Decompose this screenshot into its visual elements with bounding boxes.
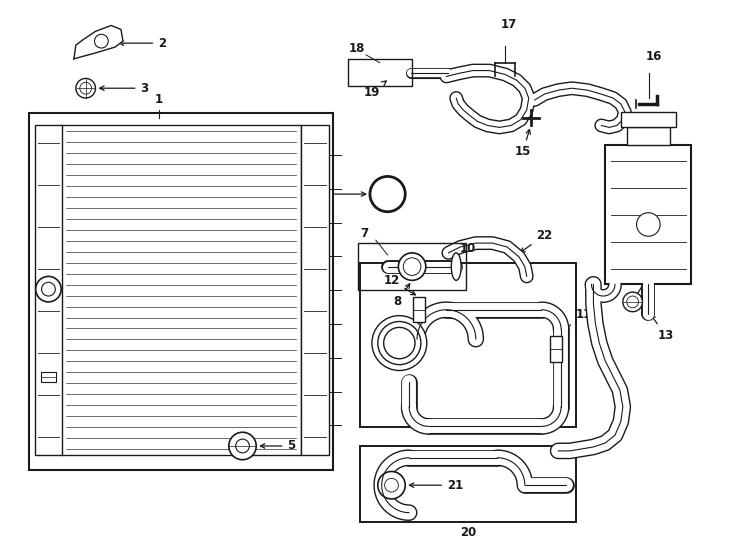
Circle shape xyxy=(36,276,61,302)
Bar xyxy=(349,59,412,86)
Text: 11: 11 xyxy=(559,308,592,334)
Polygon shape xyxy=(74,25,123,59)
Text: 19: 19 xyxy=(364,81,386,99)
Text: 20: 20 xyxy=(459,526,476,539)
Bar xyxy=(358,243,466,290)
Text: 2: 2 xyxy=(119,37,166,50)
Circle shape xyxy=(399,253,426,280)
Circle shape xyxy=(76,78,95,98)
Circle shape xyxy=(627,296,639,308)
Bar xyxy=(61,125,302,455)
Text: 17: 17 xyxy=(501,18,517,31)
Circle shape xyxy=(95,35,108,48)
Bar xyxy=(627,127,670,145)
Text: 1: 1 xyxy=(155,93,163,106)
Circle shape xyxy=(385,478,399,492)
Bar xyxy=(360,262,575,427)
Circle shape xyxy=(623,292,642,312)
Text: 9: 9 xyxy=(320,187,366,200)
Text: 16: 16 xyxy=(646,50,662,63)
Text: 15: 15 xyxy=(515,130,531,158)
Bar xyxy=(40,373,57,382)
Bar xyxy=(34,125,62,455)
Circle shape xyxy=(403,258,421,275)
Circle shape xyxy=(236,439,250,453)
Text: 10: 10 xyxy=(459,242,476,255)
Circle shape xyxy=(370,177,405,212)
Circle shape xyxy=(42,282,55,296)
Text: 21: 21 xyxy=(410,478,463,492)
Text: 4: 4 xyxy=(37,306,48,345)
Text: 18: 18 xyxy=(349,42,365,55)
Circle shape xyxy=(378,321,421,365)
Text: 8: 8 xyxy=(393,284,410,308)
Bar xyxy=(550,336,562,362)
Text: 3: 3 xyxy=(100,82,148,94)
Text: 6: 6 xyxy=(37,386,48,421)
Circle shape xyxy=(372,315,426,370)
Bar xyxy=(413,297,425,322)
Bar xyxy=(29,113,333,470)
Text: 14: 14 xyxy=(635,266,658,298)
Bar xyxy=(360,446,575,522)
Text: 7: 7 xyxy=(360,227,368,240)
Bar xyxy=(621,112,676,127)
Circle shape xyxy=(636,213,660,236)
Circle shape xyxy=(384,327,415,359)
Text: 12: 12 xyxy=(383,274,415,295)
Circle shape xyxy=(80,82,92,94)
Circle shape xyxy=(378,471,405,499)
Circle shape xyxy=(229,432,256,460)
Ellipse shape xyxy=(451,253,461,280)
Text: 13: 13 xyxy=(651,315,674,342)
Bar xyxy=(302,125,329,455)
Text: 22: 22 xyxy=(520,229,553,252)
Text: 5: 5 xyxy=(261,440,296,453)
Bar xyxy=(606,145,691,284)
